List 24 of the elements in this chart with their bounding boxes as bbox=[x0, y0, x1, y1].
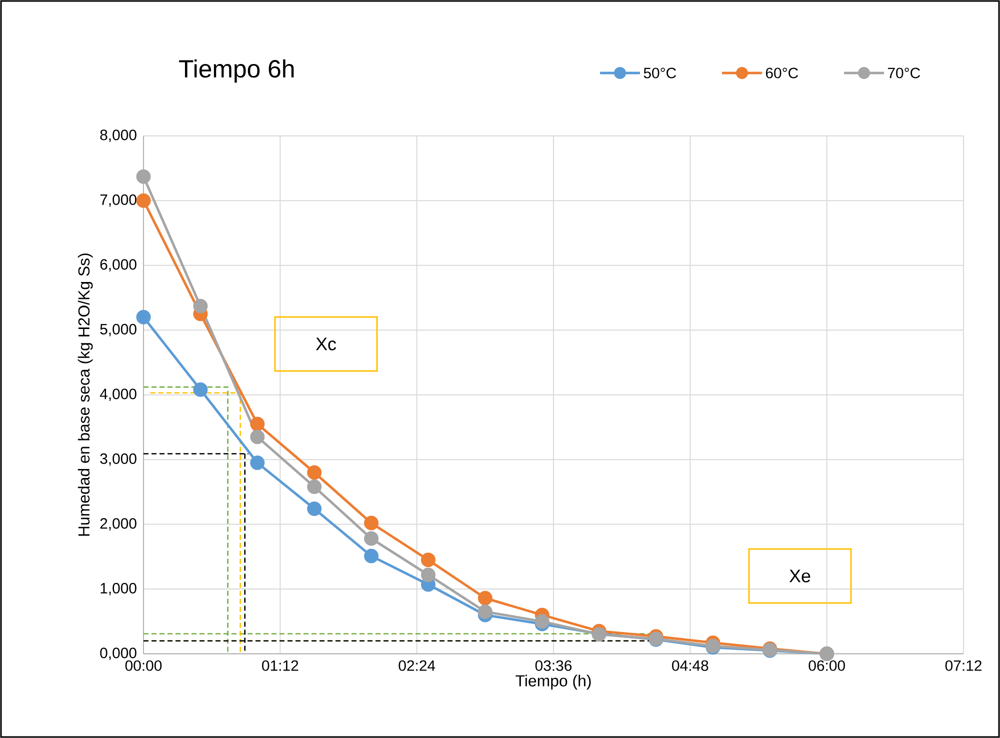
y-tick-label: 1,000 bbox=[100, 582, 136, 596]
y-tick-label: 7,000 bbox=[100, 194, 136, 207]
x-tick-label: 07:12 bbox=[945, 660, 982, 671]
y-tick-label: 3,000 bbox=[100, 453, 136, 466]
x-tick-label: 02:24 bbox=[398, 660, 436, 671]
y-tick-label: 8,000 bbox=[100, 130, 136, 142]
y-tick-label: 0,000 bbox=[100, 648, 136, 660]
annotation: Xc bbox=[316, 338, 336, 350]
legend-label: 50°C bbox=[644, 68, 676, 78]
legend-label: 70°C bbox=[888, 68, 920, 78]
x-tick-label: 01:12 bbox=[262, 660, 298, 671]
chart-title: Tiempo 6h bbox=[179, 59, 294, 83]
y-tick-label: 6,000 bbox=[100, 259, 136, 272]
x-tick-label: 00:00 bbox=[125, 660, 162, 671]
y-tick-label: 2,000 bbox=[100, 518, 136, 530]
y-tick-label: 4,000 bbox=[100, 388, 136, 401]
x-tick-label: 03:36 bbox=[535, 660, 572, 671]
x-tick-label: 04:48 bbox=[672, 660, 708, 671]
legend-label: 60°C bbox=[766, 68, 798, 78]
y-axis-title: Humedad en base seca (kg H2O/Kg Ss) bbox=[78, 254, 93, 536]
x-axis-title: Tiempo (h) bbox=[516, 674, 591, 690]
annotation: Xe bbox=[789, 570, 810, 582]
x-tick-label: 06:00 bbox=[808, 660, 845, 671]
y-tick-label: 5,000 bbox=[100, 324, 136, 336]
